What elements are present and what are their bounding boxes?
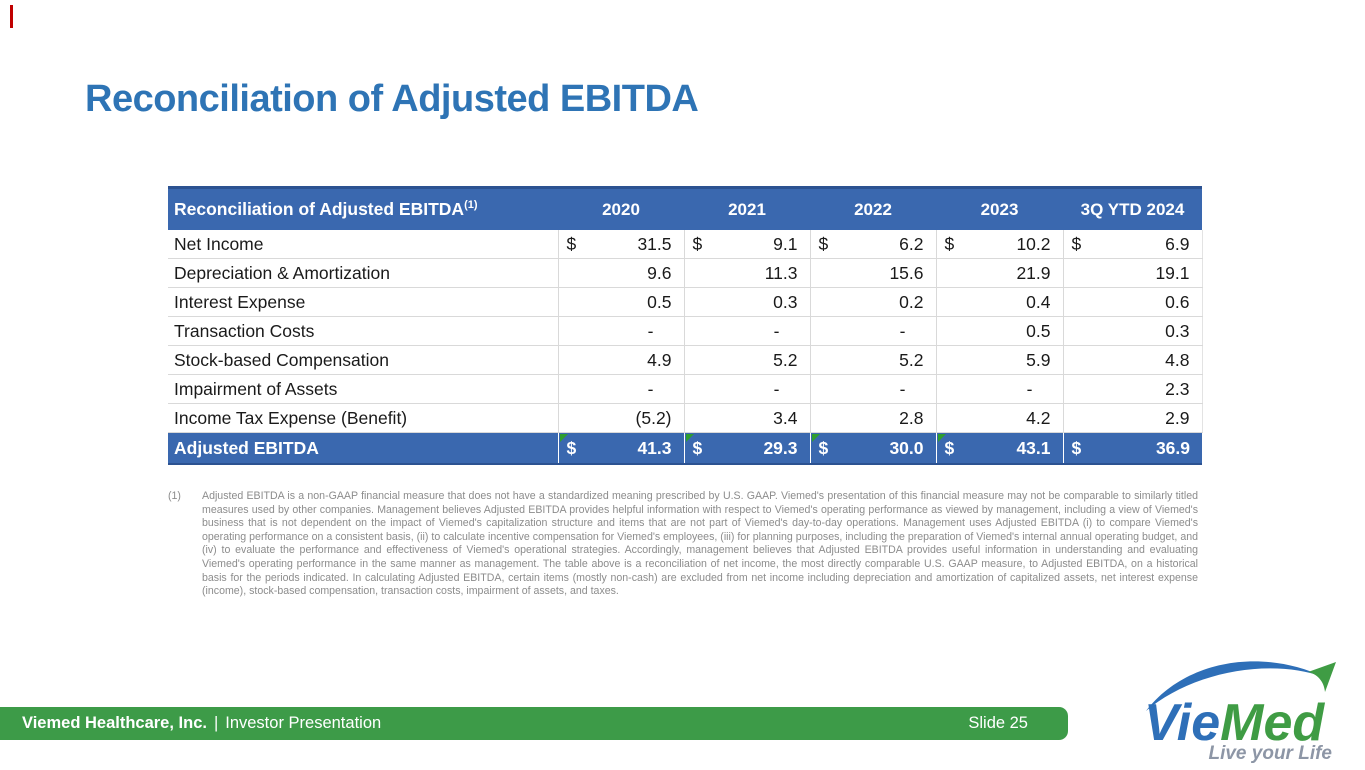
excel-error-indicator-icon bbox=[811, 434, 820, 442]
table-cell: - bbox=[683, 374, 810, 404]
excel-error-indicator-icon bbox=[685, 434, 694, 442]
company-name: Viemed Healthcare, Inc. bbox=[22, 714, 207, 732]
currency-symbol: $ bbox=[566, 233, 577, 254]
table-cell: 2.9 bbox=[1062, 403, 1203, 433]
currency-symbol: $ bbox=[818, 437, 829, 458]
table-cell: $9.1 bbox=[683, 230, 810, 259]
viemed-logo: VieMed Live your Life bbox=[1142, 645, 1347, 765]
excel-error-indicator-icon bbox=[937, 434, 946, 442]
table-cell: 2.8 bbox=[809, 403, 936, 433]
excel-error-indicator-icon bbox=[559, 434, 568, 442]
table-row-stock-based-compensation: Stock-based Compensation 4.9 5.2 5.2 5.9… bbox=[168, 345, 1203, 375]
footnote-text: Adjusted EBITDA is a non-GAAP financial … bbox=[202, 490, 1198, 598]
footnote: (1) Adjusted EBITDA is a non-GAAP financ… bbox=[168, 490, 1198, 599]
row-label: Income Tax Expense (Benefit) bbox=[168, 403, 558, 433]
table-cell: 5.2 bbox=[809, 345, 936, 375]
table-cell: 21.9 bbox=[935, 258, 1063, 288]
column-header-3q-ytd-2024: 3Q YTD 2024 bbox=[1063, 186, 1202, 230]
table-row-net-income: Net Income $31.5 $9.1 $6.2 $10.2 $6.9 bbox=[168, 230, 1203, 259]
table-cell: 0.5 bbox=[557, 287, 684, 317]
table-cell: $30.0 bbox=[809, 432, 936, 465]
table-cell: $31.5 bbox=[557, 230, 684, 259]
table-cell: 4.9 bbox=[557, 345, 684, 375]
text-cursor-artifact bbox=[10, 5, 13, 28]
table-row-transaction-costs: Transaction Costs - - - 0.5 0.3 bbox=[168, 316, 1203, 346]
logo-wordmark: VieMed bbox=[1144, 694, 1325, 752]
slide-number: Slide 25 bbox=[968, 714, 1028, 732]
row-label: Net Income bbox=[168, 230, 558, 259]
logo-swoosh-tip-icon bbox=[1308, 662, 1336, 692]
table-cell: 0.3 bbox=[1062, 316, 1203, 346]
table-cell: - bbox=[809, 316, 936, 346]
row-label: Stock-based Compensation bbox=[168, 345, 558, 375]
table-cell: 9.6 bbox=[557, 258, 684, 288]
table-cell: - bbox=[557, 316, 684, 346]
currency-symbol: $ bbox=[818, 233, 829, 254]
table-cell: $6.2 bbox=[809, 230, 936, 259]
table-cell: 3.4 bbox=[683, 403, 810, 433]
row-label: Interest Expense bbox=[168, 287, 558, 317]
table-cell: $43.1 bbox=[935, 432, 1063, 465]
table-cell: 0.5 bbox=[935, 316, 1063, 346]
table-header-title: Reconciliation of Adjusted EBITDA(1) bbox=[168, 186, 558, 230]
currency-symbol: $ bbox=[566, 437, 577, 458]
table-cell: 15.6 bbox=[809, 258, 936, 288]
currency-symbol: $ bbox=[944, 233, 955, 254]
table-header-row: Reconciliation of Adjusted EBITDA(1) 202… bbox=[168, 186, 1202, 230]
footer-company-line: Viemed Healthcare, Inc. | Investor Present… bbox=[0, 714, 381, 733]
table-row-income-tax-expense: Income Tax Expense (Benefit) (5.2) 3.4 2… bbox=[168, 403, 1203, 433]
footnote-reference: (1) bbox=[464, 199, 478, 212]
table-row-depreciation-amortization: Depreciation & Amortization 9.6 11.3 15.… bbox=[168, 258, 1203, 288]
table-cell: 2.3 bbox=[1062, 374, 1203, 404]
footer-bar: Viemed Healthcare, Inc. | Investor Present… bbox=[0, 707, 1068, 740]
table-cell: 0.6 bbox=[1062, 287, 1203, 317]
table-cell: 4.2 bbox=[935, 403, 1063, 433]
column-header-2020: 2020 bbox=[558, 186, 684, 230]
table-cell: - bbox=[935, 374, 1063, 404]
table-cell: 19.1 bbox=[1062, 258, 1203, 288]
table-cell: 0.2 bbox=[809, 287, 936, 317]
table-cell: $10.2 bbox=[935, 230, 1063, 259]
table-cell: 0.3 bbox=[683, 287, 810, 317]
table-cell: $41.3 bbox=[557, 432, 684, 465]
table-cell: $36.9 bbox=[1062, 432, 1202, 465]
row-label: Transaction Costs bbox=[168, 316, 558, 346]
table-row-adjusted-ebitda-total: Adjusted EBITDA $41.3 $29.3 $30.0 $43.1 … bbox=[168, 432, 1202, 465]
row-label: Depreciation & Amortization bbox=[168, 258, 558, 288]
logo-part-vie: Vie bbox=[1144, 694, 1220, 752]
table-cell: $29.3 bbox=[683, 432, 810, 465]
presentation-label: Investor Presentation bbox=[225, 714, 382, 732]
page-title: Reconciliation of Adjusted EBITDA bbox=[85, 78, 699, 120]
table-cell: 5.9 bbox=[935, 345, 1063, 375]
table-row-interest-expense: Interest Expense 0.5 0.3 0.2 0.4 0.6 bbox=[168, 287, 1203, 317]
currency-symbol: $ bbox=[692, 233, 703, 254]
column-header-2022: 2022 bbox=[810, 186, 936, 230]
logo-part-med: Med bbox=[1220, 694, 1325, 752]
row-label: Impairment of Assets bbox=[168, 374, 558, 404]
table-cell: 5.2 bbox=[683, 345, 810, 375]
ebitda-reconciliation-table: Reconciliation of Adjusted EBITDA(1) 202… bbox=[168, 186, 1203, 465]
table-cell: - bbox=[809, 374, 936, 404]
table-cell: 4.8 bbox=[1062, 345, 1203, 375]
footer-divider: | bbox=[213, 714, 219, 732]
table-cell: - bbox=[557, 374, 684, 404]
footnote-marker: (1) bbox=[168, 490, 181, 502]
row-label: Adjusted EBITDA bbox=[168, 432, 558, 465]
table-cell: (5.2) bbox=[557, 403, 684, 433]
currency-symbol: $ bbox=[1071, 437, 1082, 458]
table-cell: 0.4 bbox=[935, 287, 1063, 317]
logo-tagline: Live your Life bbox=[1208, 743, 1332, 764]
currency-symbol: $ bbox=[1071, 233, 1082, 254]
currency-symbol: $ bbox=[944, 437, 955, 458]
column-header-2023: 2023 bbox=[936, 186, 1063, 230]
logo-swoosh-icon bbox=[1146, 661, 1324, 711]
currency-symbol: $ bbox=[692, 437, 703, 458]
column-header-2021: 2021 bbox=[684, 186, 810, 230]
table-cell: - bbox=[683, 316, 810, 346]
table-row-impairment-of-assets: Impairment of Assets - - - - 2.3 bbox=[168, 374, 1203, 404]
table-cell: 11.3 bbox=[683, 258, 810, 288]
table-cell: $6.9 bbox=[1062, 230, 1203, 259]
